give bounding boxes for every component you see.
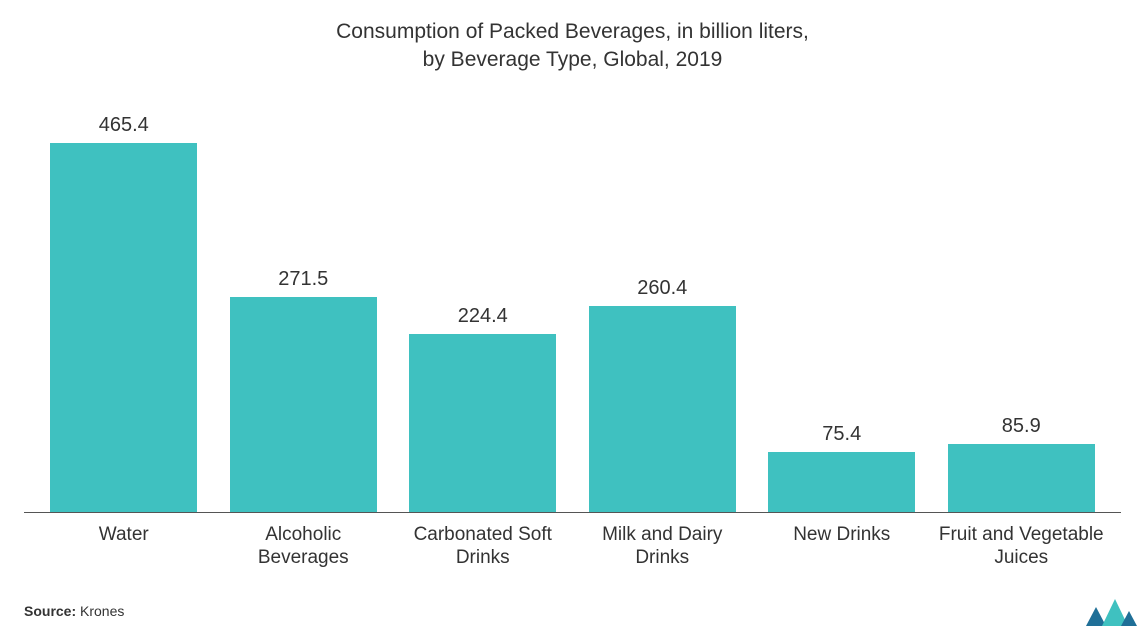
bar	[409, 334, 556, 512]
bar-slot: 465.4	[34, 83, 214, 512]
bar-slot: 85.9	[932, 83, 1112, 512]
bar-value-label: 75.4	[822, 423, 861, 446]
bar	[768, 452, 915, 512]
bar	[230, 297, 377, 512]
chart-title: Consumption of Packed Beverages, in bill…	[24, 18, 1121, 75]
bar	[50, 143, 197, 511]
bar-slot: 271.5	[214, 83, 394, 512]
logo-triangle-1	[1086, 607, 1106, 626]
chart-plot-area: 465.4 271.5 224.4 260.4 75.4 85.9	[24, 83, 1121, 513]
bar	[589, 306, 736, 512]
bar-slot: 224.4	[393, 83, 573, 512]
bar-value-label: 271.5	[278, 268, 328, 291]
category-labels-row: WaterAlcoholic BeveragesCarbonated Soft …	[24, 513, 1121, 571]
category-label: Milk and Dairy Drinks	[573, 523, 753, 571]
category-label: Carbonated Soft Drinks	[393, 523, 573, 571]
source-value: Krones	[80, 603, 124, 619]
bar-value-label: 465.4	[99, 114, 149, 137]
category-label: New Drinks	[752, 523, 932, 571]
bar-value-label: 260.4	[637, 277, 687, 300]
source-attribution: Source: Krones	[24, 603, 124, 619]
category-label: Fruit and Vegetable Juices	[932, 523, 1112, 571]
bar	[948, 444, 1095, 512]
chart-title-line2: by Beverage Type, Global, 2019	[423, 48, 723, 71]
bars-row: 465.4 271.5 224.4 260.4 75.4 85.9	[24, 83, 1121, 512]
category-label: Water	[34, 523, 214, 571]
bar-slot: 260.4	[573, 83, 753, 512]
bar-value-label: 85.9	[1002, 415, 1041, 438]
chart-container: Consumption of Packed Beverages, in bill…	[0, 0, 1145, 633]
bar-slot: 75.4	[752, 83, 932, 512]
brand-logo-icon	[1085, 597, 1137, 627]
category-label: Alcoholic Beverages	[214, 523, 394, 571]
bar-value-label: 224.4	[458, 305, 508, 328]
chart-title-line1: Consumption of Packed Beverages, in bill…	[336, 20, 809, 43]
source-label: Source:	[24, 603, 76, 619]
